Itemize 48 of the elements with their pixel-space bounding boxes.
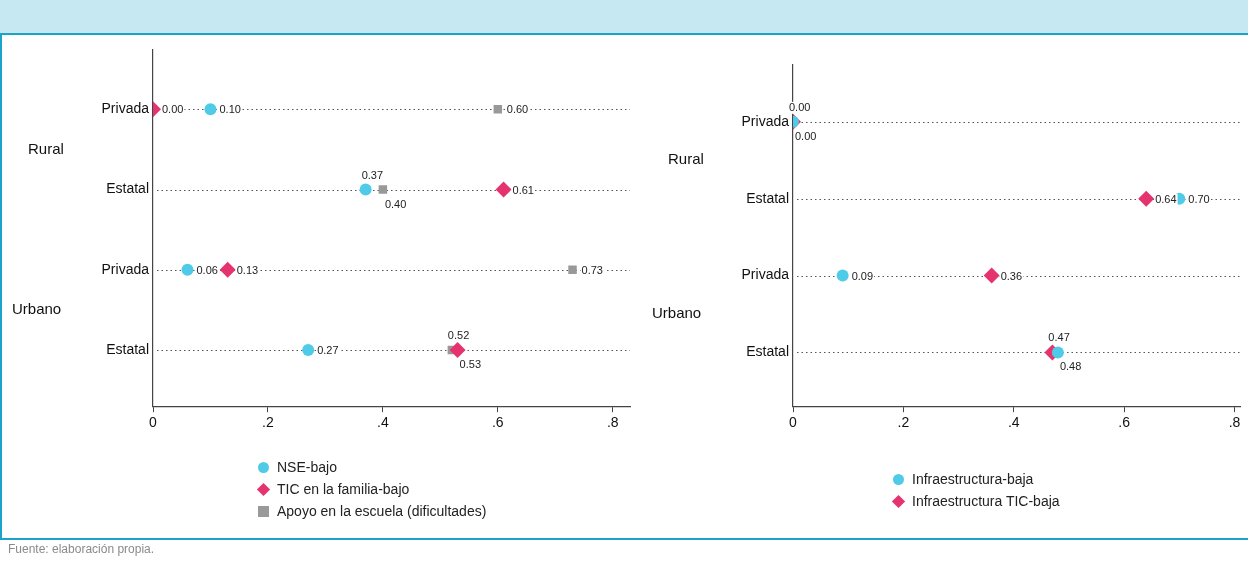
data-label: 0.00 <box>795 129 817 142</box>
x-tick-label: .8 <box>1228 414 1241 431</box>
y-tick-label: Privada <box>741 266 790 283</box>
data-label: 0.10 <box>219 103 241 116</box>
y-tick-label: Privada <box>101 260 150 277</box>
text: Rural <box>668 150 704 168</box>
y-tick-label: Privada <box>101 100 150 117</box>
data-label: 0.09 <box>851 269 874 282</box>
legend-label: TIC en la familia-bajo <box>277 481 410 497</box>
x-tick-label: .4 <box>377 414 389 431</box>
y-tick-label: Estatal <box>106 180 149 197</box>
legend-label: Infraestructura-baja <box>912 471 1034 487</box>
data-label: 0.61 <box>512 183 534 196</box>
data-label: 0.00 <box>162 103 184 116</box>
data-label: 0.27 <box>317 344 339 357</box>
legend-label: Infraestructura TIC-baja <box>912 493 1060 509</box>
x-tick-label: .2 <box>262 414 274 431</box>
x-tick-label: .8 <box>606 414 619 431</box>
y-tick-label: Estatal <box>106 340 149 357</box>
data-label: 0.36 <box>1000 269 1023 282</box>
data-label: 0.70 <box>1188 192 1210 205</box>
legend-label: Apoyo en la escuela (dificultades) <box>277 503 487 519</box>
data-label: 0.60 <box>506 103 529 116</box>
y-tick-label: Estatal <box>746 189 789 206</box>
y-tick-label: Privada <box>741 112 790 129</box>
text: Urbano <box>652 304 702 322</box>
x-tick-label: 0 <box>149 414 158 431</box>
data-label: 0.40 <box>384 197 407 210</box>
data-label: 0.13 <box>236 263 259 276</box>
source-note: Fuente: elaboración propia. <box>8 542 155 556</box>
text: Rural <box>28 139 64 157</box>
data-label: 0.37 <box>361 168 384 181</box>
data-label: 0.53 <box>459 358 482 371</box>
x-tick-label: .2 <box>897 414 910 431</box>
x-tick-label: .6 <box>1118 414 1131 431</box>
x-tick-label: 0 <box>789 414 798 431</box>
data-label: 0.64 <box>1155 192 1177 205</box>
data-label: 0.47 <box>1048 331 1070 344</box>
data-label: 0.48 <box>1059 360 1082 373</box>
x-tick-label: .6 <box>491 414 504 431</box>
data-label: 0.52 <box>447 329 470 342</box>
y-tick-label: Estatal <box>746 343 789 360</box>
legend-label: NSE-bajo <box>277 459 337 475</box>
x-tick-label: .4 <box>1007 414 1020 431</box>
text: Urbano <box>12 300 62 318</box>
data-label: 0.00 <box>789 100 811 113</box>
data-label: 0.06 <box>196 263 218 276</box>
data-label: 0.73 <box>581 263 603 276</box>
